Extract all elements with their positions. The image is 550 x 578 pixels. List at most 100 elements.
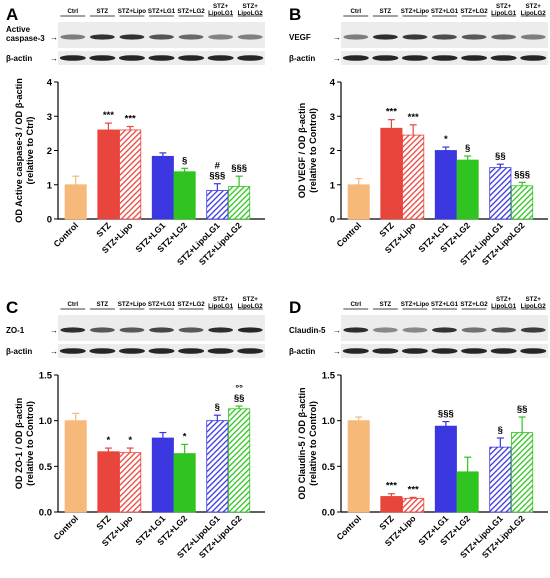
- significance-label: ***: [103, 110, 114, 121]
- blot-band: [520, 327, 546, 333]
- significance-label: ***: [386, 107, 397, 118]
- bar: [151, 437, 174, 513]
- blot-lane-label: STZ+ LipoLG2: [238, 296, 264, 310]
- blot-band: [372, 34, 398, 40]
- blot-band-actin: [431, 348, 458, 354]
- blot-band: [60, 327, 86, 333]
- blot-band-actin: [431, 55, 458, 61]
- y-tick-label: 0.5: [39, 462, 53, 473]
- blot-band: [237, 34, 263, 40]
- significance-label: ***: [408, 112, 419, 123]
- blot-band-actin: [178, 348, 205, 354]
- blot-band-actin: [372, 348, 399, 354]
- significance-label: *: [183, 431, 187, 442]
- x-tick-label: STZ: [377, 513, 396, 532]
- y-tick-label: 0.5: [322, 462, 336, 473]
- blot-band: [372, 327, 398, 333]
- blot-band-actin: [148, 55, 175, 61]
- arrow-icon: →: [50, 347, 58, 356]
- blot-lane-label: STZ+Lipo: [118, 8, 147, 15]
- bar: [434, 425, 457, 513]
- blot-lane-label: STZ: [380, 301, 392, 308]
- blot-band: [461, 34, 487, 40]
- y-tick-label: 3: [47, 112, 52, 123]
- y-tick-label: 3: [330, 112, 335, 123]
- blot-band-actin: [520, 348, 547, 354]
- significance-label: §: [465, 143, 470, 154]
- blot-band-actin: [207, 55, 234, 61]
- y-tick-label: 1.0: [322, 416, 335, 427]
- x-tick-label: STZ: [94, 220, 113, 239]
- significance-label: §§§: [209, 171, 225, 182]
- blot-row-label: β-actin: [289, 54, 315, 63]
- arrow-icon: →: [333, 326, 341, 335]
- x-tick-label: Control: [51, 220, 80, 249]
- bar: [97, 451, 120, 513]
- x-tick-label: Control: [334, 220, 363, 249]
- y-tick-label: 0: [330, 215, 335, 226]
- significance-label: ***: [125, 114, 136, 125]
- bar: [347, 184, 370, 220]
- blot-row-label: β-actin: [289, 347, 315, 356]
- blot-lane-label: STZ+ LipoLG2: [521, 296, 547, 310]
- blot-band-actin: [207, 348, 234, 354]
- significance-label: *: [128, 435, 132, 446]
- blot-band: [402, 327, 428, 333]
- blot-band-actin: [461, 55, 488, 61]
- significance-label: §§: [234, 393, 245, 404]
- y-tick-label: 2: [47, 146, 52, 157]
- significance-label: §§: [517, 404, 528, 415]
- significance-label: §: [498, 425, 503, 436]
- blot-band: [491, 34, 517, 40]
- blot-band-actin: [118, 348, 145, 354]
- blot-lane-label: STZ: [97, 301, 109, 308]
- blot-lane-label: Ctrl: [350, 8, 361, 15]
- bar: [64, 420, 87, 513]
- bar: [456, 471, 479, 513]
- bar: [511, 432, 534, 513]
- blot-lane-label: STZ+LG2: [460, 8, 488, 15]
- blot-band-actin: [520, 55, 547, 61]
- blot-lane-label: STZ+ LipoLG1: [208, 3, 234, 17]
- bar: [97, 129, 120, 220]
- bar: [173, 171, 196, 220]
- bar: [489, 167, 512, 220]
- significance-label: §§: [495, 151, 506, 162]
- bar: [402, 134, 425, 220]
- blot-band: [520, 34, 546, 40]
- blot-band: [119, 34, 145, 40]
- significance-label: ***: [408, 484, 419, 495]
- panel-letter: A: [6, 5, 18, 24]
- blot-row-label: β-actin: [6, 347, 32, 356]
- arrow-icon: →: [333, 347, 341, 356]
- blot-lane-label: STZ+ LipoLG1: [208, 296, 234, 310]
- blot-band: [89, 34, 115, 40]
- y-tick-label: 1.5: [39, 371, 53, 382]
- y-tick-label: 0.0: [39, 508, 52, 519]
- bar: [380, 127, 403, 220]
- arrow-icon: →: [50, 326, 58, 335]
- blot-band: [343, 34, 369, 40]
- blot-band: [491, 327, 517, 333]
- blot-band-actin: [59, 348, 86, 354]
- arrow-icon: →: [333, 33, 341, 42]
- blot-lane-label: STZ+Lipo: [118, 301, 147, 308]
- significance-label: §: [182, 155, 187, 166]
- blot-band: [237, 327, 263, 333]
- blot-band-actin: [89, 348, 116, 354]
- blot-band: [178, 34, 204, 40]
- arrow-icon: →: [50, 54, 58, 63]
- significance-label: ***: [386, 481, 397, 492]
- blot-band: [208, 34, 234, 40]
- blot-band: [402, 34, 428, 40]
- y-axis-label: OD ZO-1 / OD β-actin(relative to Control…: [14, 397, 35, 489]
- panel-letter: B: [289, 5, 301, 24]
- panel-letter: C: [6, 298, 18, 317]
- y-tick-label: 4: [47, 78, 53, 89]
- blot-lane-label: STZ+LG1: [431, 301, 459, 308]
- significance-label: *: [107, 435, 111, 446]
- blot-band-actin: [372, 55, 399, 61]
- x-tick-label: STZ: [94, 513, 113, 532]
